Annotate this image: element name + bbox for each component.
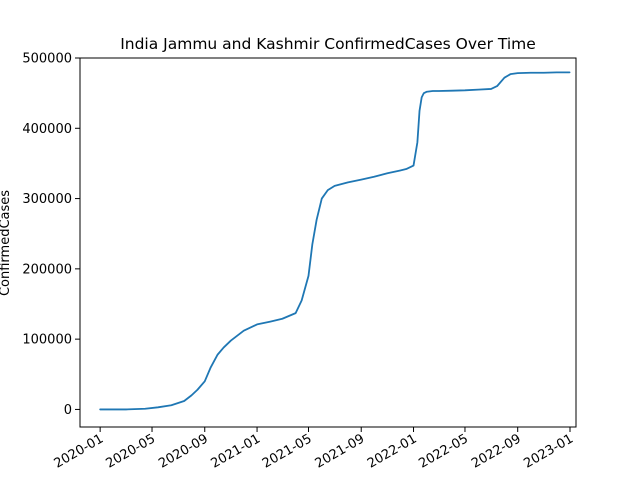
y-tick-label: 100000 (22, 333, 72, 348)
y-tick-label: 0 (64, 403, 72, 418)
series-line (99, 71, 571, 411)
y-tick-label: 300000 (22, 192, 72, 207)
y-tick-label: 400000 (22, 122, 72, 137)
y-tick-label: 500000 (22, 52, 72, 67)
y-tick-label: 200000 (22, 262, 72, 277)
plot-frame (79, 57, 577, 428)
y-axis-label: ConfirmedCases (0, 190, 13, 296)
chart-title: India Jammu and Kashmir ConfirmedCases O… (120, 35, 536, 53)
